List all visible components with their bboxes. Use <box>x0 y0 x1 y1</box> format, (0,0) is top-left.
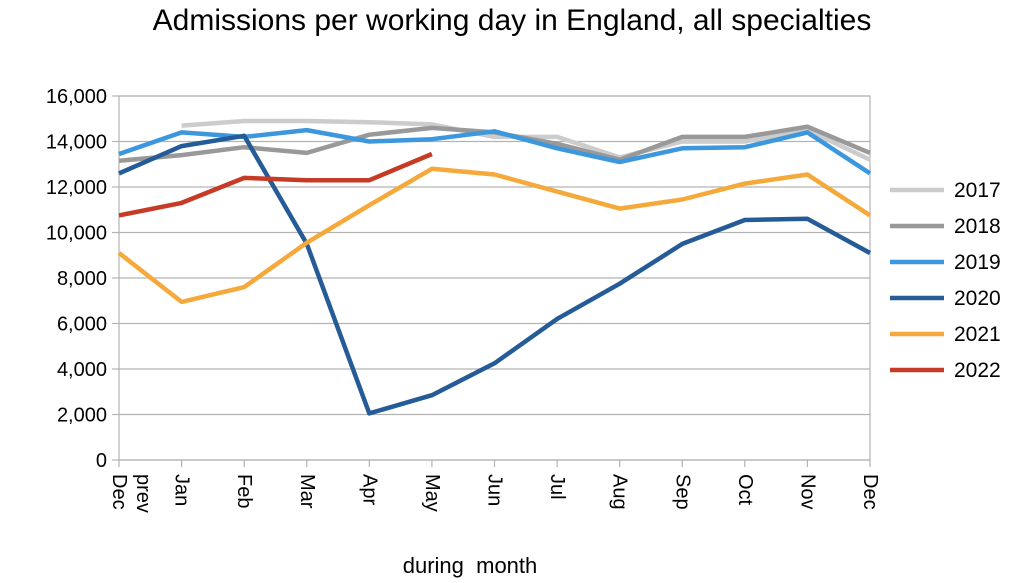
y-tick-label: 14,000 <box>46 132 107 154</box>
legend-label-2019: 2019 <box>954 251 1001 274</box>
x-tick-label: Apr <box>358 474 380 505</box>
y-tick-label: 0 <box>96 450 107 472</box>
axes <box>112 95 871 467</box>
x-tick-label: May <box>421 474 443 512</box>
x-tick-label: Feb <box>233 474 255 508</box>
series-line-2022 <box>118 151 433 218</box>
y-tick-label: 6,000 <box>57 314 107 336</box>
legend-label-2018: 2018 <box>954 215 1001 238</box>
x-tick-label: Mar <box>296 474 318 509</box>
y-tick-label: 8,000 <box>57 268 107 290</box>
series-line-2020 <box>118 133 872 416</box>
x-tick-label: prev <box>132 474 154 513</box>
y-tick-label: 2,000 <box>57 405 107 427</box>
legend-label-2020: 2020 <box>954 287 1001 310</box>
legend-label-2022: 2022 <box>954 359 1001 382</box>
y-tick-label: 12,000 <box>46 177 107 199</box>
y-tick-label: 4,000 <box>57 359 107 381</box>
x-tick-label: Jun <box>484 474 506 506</box>
legend: 2017 2018 2019 2020 2021 2022 <box>890 179 1001 382</box>
x-tick-label: Oct <box>734 474 756 506</box>
x-tick-label: Nov <box>796 474 818 510</box>
chart-title: Admissions per working day in England, a… <box>152 4 872 37</box>
y-tick-labels: 0 2,000 4,000 6,000 8,000 10,000 12,000 14,000 1… <box>46 86 107 472</box>
series-lines <box>117 118 872 416</box>
x-tick-label: Dec <box>859 474 881 510</box>
series-line-2021 <box>117 166 872 305</box>
x-tick-label: Sep <box>671 474 693 510</box>
x-tick-label: Dec <box>108 474 130 510</box>
y-tick-label: 10,000 <box>46 223 107 245</box>
y-tick-label: 16,000 <box>46 86 107 108</box>
x-tick-labels: Dec prev Jan Feb Mar Apr May Jun Jul Aug Sep Oct Nov… <box>108 474 881 513</box>
x-tick-label: Aug <box>609 474 631 510</box>
x-tick-label: Jan <box>171 474 193 506</box>
legend-label-2021: 2021 <box>954 323 1001 346</box>
legend-label-2017: 2017 <box>954 179 1001 202</box>
x-tick-label: Jul <box>546 474 568 500</box>
x-axis-title: during month <box>403 553 538 578</box>
